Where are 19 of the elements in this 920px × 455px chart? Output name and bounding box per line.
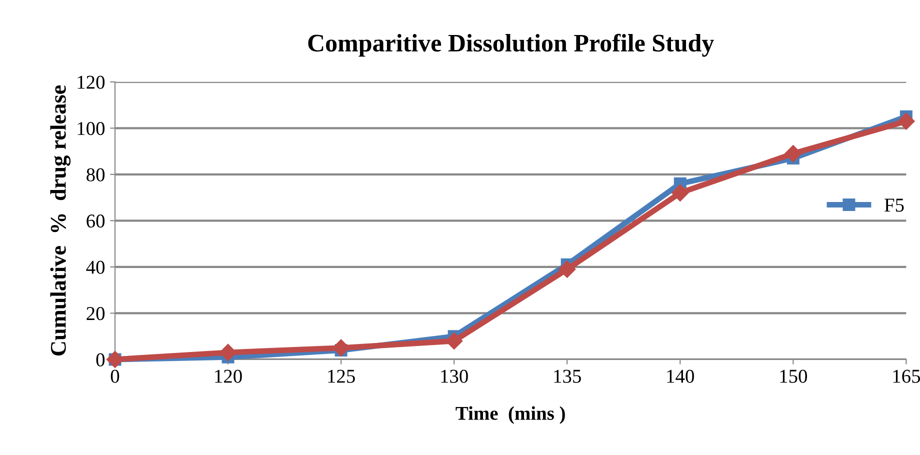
y-tick-label: 60 — [86, 214, 105, 228]
x-tick-label: 0 — [110, 370, 120, 383]
chart-title: Comparitive Dissolution Profile Study — [308, 34, 714, 57]
y-tick-label: 20 — [86, 307, 105, 320]
legend-label: F5 — [884, 198, 904, 212]
x-tick-label: 125 — [328, 370, 355, 383]
x-tick-label: 150 — [780, 370, 808, 383]
x-tick-label: 130 — [441, 370, 468, 383]
x-axis-title: Time (mins ) — [456, 406, 565, 424]
y-tick-label: 0 — [96, 353, 105, 366]
x-tick-label: 140 — [667, 370, 694, 383]
x-tick-label: 120 — [215, 370, 242, 383]
y-tick-label: 40 — [86, 260, 105, 274]
y-tick-label: 100 — [78, 122, 105, 136]
y-tick-label: 120 — [78, 76, 105, 89]
y-axis-title: Cumulative % drug release — [50, 85, 71, 356]
x-tick-label: 165 — [893, 370, 920, 383]
x-tick-label: 135 — [554, 370, 581, 383]
y-tick-label: 80 — [86, 168, 105, 182]
